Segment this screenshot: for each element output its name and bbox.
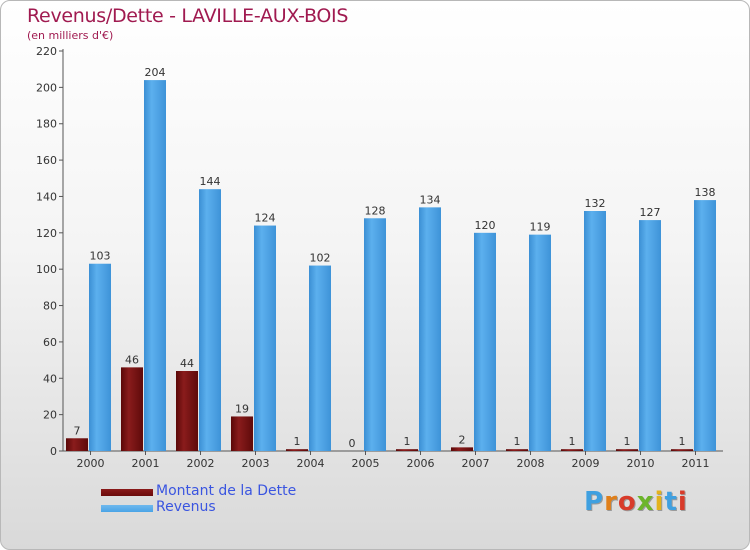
- data-label-dette: 2: [459, 433, 466, 446]
- bar-dette: [396, 449, 418, 451]
- legend-swatch-revenus: [101, 505, 153, 512]
- data-label-revenus: 128: [365, 204, 386, 217]
- bar-revenus: [364, 218, 386, 451]
- bar-dette: [616, 449, 638, 451]
- data-label-dette: 7: [74, 424, 81, 437]
- chart-subtitle: (en milliers d'€): [27, 29, 114, 42]
- data-label-revenus: 204: [145, 66, 166, 79]
- data-label-revenus: 120: [475, 219, 496, 232]
- y-tick-label: 220: [36, 45, 57, 58]
- data-label-dette: 1: [569, 435, 576, 448]
- data-label-dette: 1: [679, 435, 686, 448]
- bar-dette: [671, 449, 693, 451]
- data-label-dette: 44: [180, 357, 194, 370]
- y-tick-label: 100: [36, 263, 57, 276]
- logo-letter: P: [584, 487, 605, 517]
- bar-dette: [121, 367, 143, 451]
- data-label-revenus: 102: [310, 252, 331, 265]
- logo-letter: i: [677, 487, 688, 517]
- bar-revenus: [199, 189, 221, 451]
- x-tick-label: 2007: [462, 457, 490, 470]
- y-tick-label: 60: [43, 336, 57, 349]
- chart-title: Revenus/Dette - LAVILLE-AUX-BOIS: [27, 5, 349, 27]
- x-tick-label: 2000: [77, 457, 105, 470]
- bar-revenus: [639, 220, 661, 451]
- bar-dette: [561, 449, 583, 451]
- bar-revenus: [474, 232, 496, 451]
- y-tick-label: 80: [43, 300, 57, 313]
- y-tick-label: 160: [36, 154, 57, 167]
- bar-revenus: [419, 207, 441, 451]
- y-tick-label: 140: [36, 190, 57, 203]
- x-tick-label: 2005: [352, 457, 380, 470]
- legend-label-dette: Montant de la Dette: [156, 483, 297, 499]
- y-tick-label: 180: [36, 118, 57, 131]
- logo-letter: x: [636, 487, 655, 517]
- data-label-dette: 1: [514, 435, 521, 448]
- y-tick-label: 20: [43, 409, 57, 422]
- bar-dette: [66, 438, 88, 451]
- bar-dette: [451, 447, 473, 451]
- data-label-revenus: 127: [640, 206, 661, 219]
- x-tick-label: 2004: [297, 457, 325, 470]
- y-tick-label: 120: [36, 227, 57, 240]
- bar-dette: [231, 416, 253, 451]
- bar-revenus: [309, 265, 331, 451]
- logo-letter: t: [664, 487, 678, 517]
- y-tick-label: 200: [36, 81, 57, 94]
- bar-revenus: [144, 80, 166, 451]
- bar-dette: [286, 449, 308, 451]
- x-tick-label: 2008: [517, 457, 545, 470]
- bar-dette: [176, 371, 198, 451]
- bar-revenus: [694, 200, 716, 451]
- data-label-revenus: 134: [420, 193, 441, 206]
- data-label-revenus: 124: [255, 212, 276, 225]
- data-label-dette: 19: [235, 402, 249, 415]
- data-label-revenus: 119: [530, 221, 551, 234]
- data-label-revenus: 103: [90, 250, 111, 263]
- data-label-dette: 0: [349, 437, 356, 450]
- data-label-revenus: 132: [585, 197, 606, 210]
- data-label-revenus: 138: [695, 186, 716, 199]
- data-label-dette: 46: [125, 353, 139, 366]
- x-tick-label: 2009: [572, 457, 600, 470]
- x-tick-label: 2001: [132, 457, 160, 470]
- x-tick-label: 2006: [407, 457, 435, 470]
- legend-label-revenus: Revenus: [156, 499, 216, 515]
- x-tick-label: 2003: [242, 457, 270, 470]
- x-tick-label: 2002: [187, 457, 215, 470]
- data-label-dette: 1: [404, 435, 411, 448]
- bar-revenus: [89, 263, 111, 451]
- y-tick-label: 0: [50, 445, 57, 458]
- bar-revenus: [584, 211, 606, 451]
- x-tick-label: 2010: [627, 457, 655, 470]
- x-tick-label: 2011: [682, 457, 710, 470]
- proxiti-logo: Proxiti: [584, 487, 688, 517]
- bar-dette: [506, 449, 528, 451]
- bar-revenus: [529, 234, 551, 451]
- logo-letter: i: [654, 487, 665, 517]
- logo-letter: r: [604, 487, 618, 517]
- data-label-dette: 1: [294, 435, 301, 448]
- data-label-dette: 1: [624, 435, 631, 448]
- data-label-revenus: 144: [200, 175, 221, 188]
- bar-revenus: [254, 225, 276, 451]
- logo-letter: o: [617, 487, 637, 517]
- y-tick-label: 40: [43, 372, 57, 385]
- legend-swatch-dette: [101, 489, 153, 496]
